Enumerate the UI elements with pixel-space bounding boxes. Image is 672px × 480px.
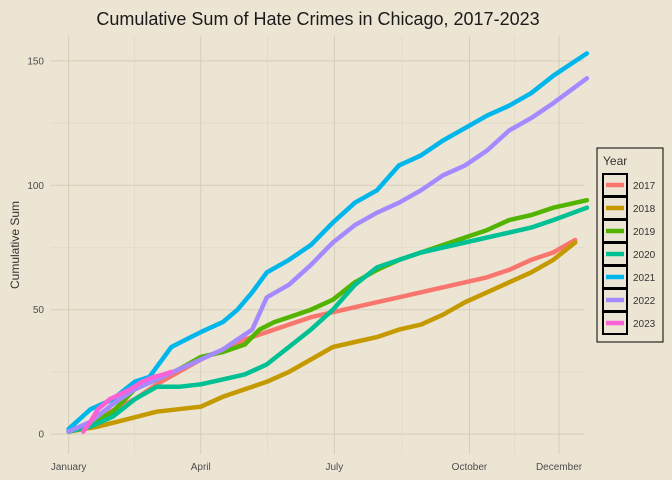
legend-item-2018: 2018 xyxy=(602,196,656,220)
series-lines xyxy=(66,51,590,434)
y-tick-label: 100 xyxy=(27,181,44,192)
x-tick-label: October xyxy=(452,462,488,473)
x-tick-labels: January April July October December xyxy=(51,462,583,473)
series-line-2022 xyxy=(66,76,590,434)
legend: Year 2017 2018 2019 2020 2021 2022 2023 xyxy=(596,147,664,343)
series-line-2018 xyxy=(66,240,578,434)
legend-label: 2018 xyxy=(633,204,656,215)
legend-item-2022: 2022 xyxy=(602,288,656,312)
legend-item-2023: 2023 xyxy=(602,311,656,335)
x-tick-label: December xyxy=(536,462,583,473)
legend-item-2019: 2019 xyxy=(602,219,656,243)
y-axis-title: Cumulative Sum xyxy=(8,201,22,289)
x-tick-label: April xyxy=(191,462,211,473)
legend-label: 2023 xyxy=(633,319,656,330)
legend-items: 2017 2018 2019 2020 2021 2022 2023 xyxy=(602,173,656,335)
legend-label: 2017 xyxy=(633,181,656,192)
legend-label: 2022 xyxy=(633,296,656,307)
chart-title: Cumulative Sum of Hate Crimes in Chicago… xyxy=(96,9,539,29)
y-tick-label: 50 xyxy=(33,305,45,316)
legend-label: 2021 xyxy=(633,273,656,284)
legend-title: Year xyxy=(603,154,627,168)
legend-label: 2020 xyxy=(633,250,656,261)
y-tick-label: 150 xyxy=(27,56,44,67)
grid-lines xyxy=(51,36,584,454)
series-line-2023 xyxy=(81,369,174,434)
y-tick-label: 0 xyxy=(38,430,44,441)
series-line-2021 xyxy=(66,51,590,432)
y-tick-labels: 0 50 100 150 xyxy=(27,56,44,440)
legend-label: 2019 xyxy=(633,227,656,238)
legend-item-2020: 2020 xyxy=(602,242,656,266)
x-tick-label: January xyxy=(51,462,87,473)
x-tick-label: July xyxy=(325,462,343,473)
series-line-2020 xyxy=(66,205,590,434)
